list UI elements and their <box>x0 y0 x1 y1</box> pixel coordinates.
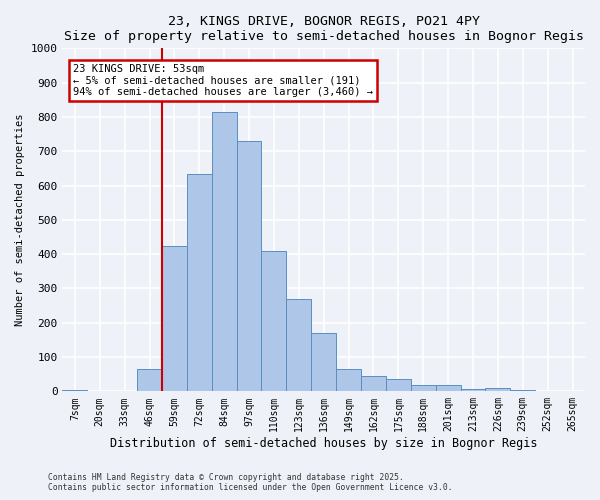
Text: Contains HM Land Registry data © Crown copyright and database right 2025.
Contai: Contains HM Land Registry data © Crown c… <box>48 473 452 492</box>
Bar <box>411 385 436 392</box>
Y-axis label: Number of semi-detached properties: Number of semi-detached properties <box>15 114 25 326</box>
Bar <box>236 141 262 392</box>
Bar <box>361 376 386 392</box>
Bar <box>262 250 286 392</box>
Bar <box>461 388 485 392</box>
Bar <box>511 390 535 392</box>
X-axis label: Distribution of semi-detached houses by size in Bognor Regis: Distribution of semi-detached houses by … <box>110 437 538 450</box>
Bar <box>485 388 511 392</box>
Bar <box>336 369 361 392</box>
Bar <box>535 390 560 392</box>
Bar <box>212 112 236 392</box>
Bar <box>187 174 212 392</box>
Bar <box>62 390 88 392</box>
Text: 23 KINGS DRIVE: 53sqm
← 5% of semi-detached houses are smaller (191)
94% of semi: 23 KINGS DRIVE: 53sqm ← 5% of semi-detac… <box>73 64 373 97</box>
Bar <box>286 298 311 392</box>
Bar <box>137 369 162 392</box>
Bar <box>311 333 336 392</box>
Bar <box>162 246 187 392</box>
Title: 23, KINGS DRIVE, BOGNOR REGIS, PO21 4PY
Size of property relative to semi-detach: 23, KINGS DRIVE, BOGNOR REGIS, PO21 4PY … <box>64 15 584 43</box>
Bar <box>386 380 411 392</box>
Bar <box>436 385 461 392</box>
